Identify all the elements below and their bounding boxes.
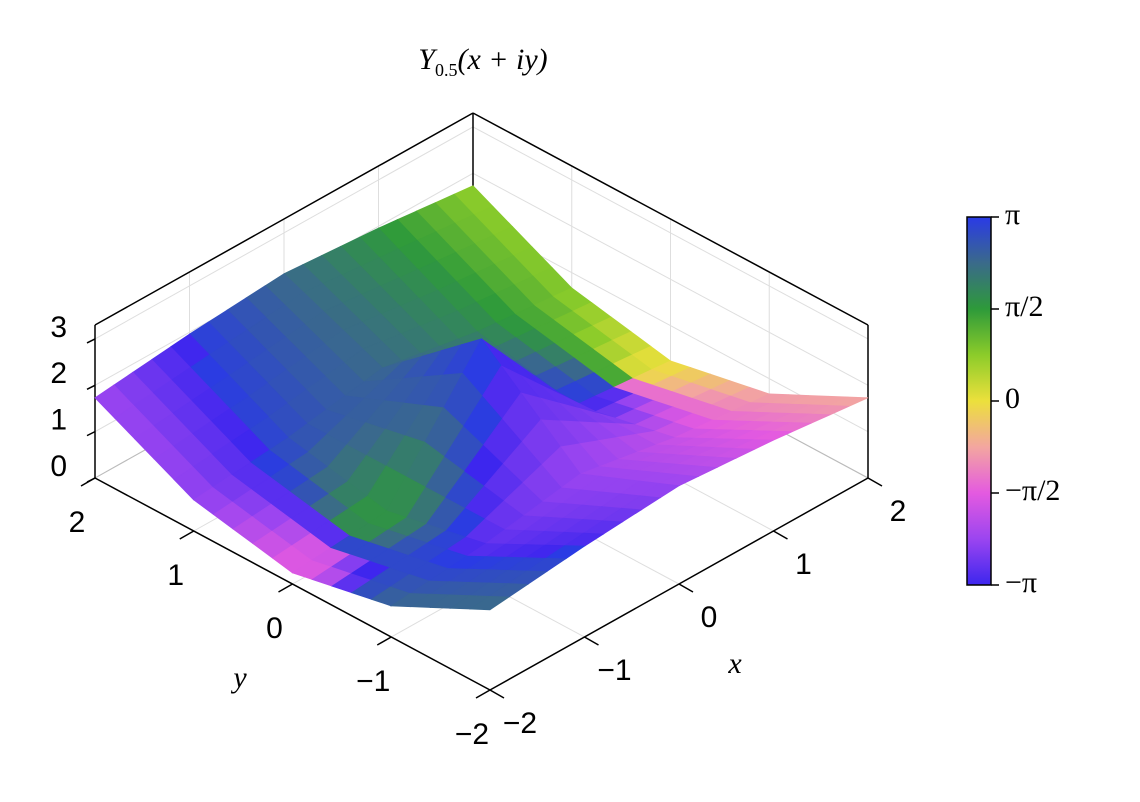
x-axis-label: x [727, 647, 742, 680]
z-tick [86, 338, 96, 344]
z-tick [86, 477, 96, 483]
z-tick [86, 430, 96, 437]
y-axis-label: y [230, 661, 247, 694]
z-tick [86, 384, 96, 390]
x-tick [867, 477, 883, 487]
chart-title: Y0.5(x + iy) [418, 43, 547, 80]
z-tick-label: 3 [50, 311, 67, 344]
x-tick [584, 636, 599, 646]
z-tick-label: 2 [50, 357, 67, 390]
surface-patch [469, 595, 511, 611]
x-tick [773, 530, 788, 540]
box-edge [472, 112, 869, 326]
y-tick [278, 583, 293, 593]
x-tick-label: 1 [795, 548, 812, 581]
x-tick [678, 583, 694, 593]
y-tick-label: −1 [356, 665, 390, 698]
colorbar: −π −π/2 0 π/2 π [966, 198, 1060, 599]
surface [94, 185, 869, 611]
x-tick-label: −2 [503, 707, 537, 740]
z-tick-label: 0 [50, 450, 67, 483]
z-tick-label: 1 [50, 404, 67, 437]
colorbar-fill [966, 216, 992, 586]
colorbar-tick-label: π/2 [1005, 290, 1043, 323]
title-base: Y [418, 43, 438, 76]
title-argument: (x + iy) [457, 43, 547, 76]
box-edge [94, 112, 474, 326]
grid-line [472, 172, 869, 386]
y-tick-label: 1 [167, 559, 184, 592]
x-tick-label: −1 [597, 654, 631, 687]
grid-line [94, 126, 474, 340]
x-tick [489, 689, 505, 699]
y-tick-label: 2 [69, 506, 86, 539]
colorbar-tick-label: π [1005, 198, 1020, 231]
x-tick-label: 2 [890, 495, 907, 528]
colorbar-tick-label: −π [1005, 566, 1037, 599]
y-tick-label: 0 [266, 612, 283, 645]
grid-line [472, 126, 869, 340]
x-tick-label: 0 [701, 601, 718, 634]
colorbar-tick-label: −π/2 [1005, 474, 1060, 507]
title-subscript: 0.5 [435, 60, 458, 80]
colorbar-tick-label: 0 [1005, 382, 1020, 415]
y-tick [475, 689, 491, 699]
y-tick-label: −2 [455, 718, 489, 751]
y-tick [376, 636, 392, 646]
y-tick [179, 530, 195, 540]
